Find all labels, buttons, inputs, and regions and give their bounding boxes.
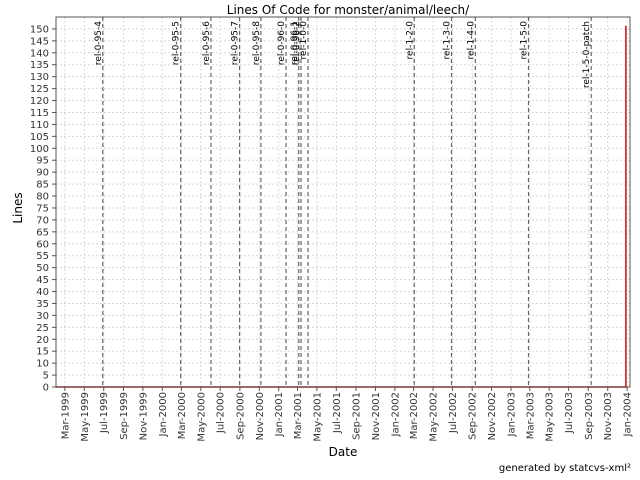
release-marker-label: rel-0-95-6 [202, 21, 212, 65]
y-axis: 0510152025303540455055606570758085909510… [30, 24, 56, 394]
y-tick-label: 30 [36, 311, 49, 322]
release-marker-label: rel-0-96-0 [277, 21, 287, 65]
release-markers: rel-0-95-4 rel-0-95-5 rel-0-95-6 rel-0-95-7… [94, 17, 592, 387]
x-tick-label: Nov-2000 [255, 392, 266, 440]
y-tick-label: 80 [36, 192, 49, 203]
y-tick-label: 25 [36, 323, 49, 334]
x-axis-label: Date [329, 445, 358, 459]
y-tick-label: 110 [30, 120, 49, 131]
x-tick-label: Nov-2001 [371, 392, 382, 440]
y-tick-label: 35 [36, 299, 49, 310]
x-tick-label: Jul-2002 [448, 392, 459, 434]
x-tick-label: Mar-2000 [177, 392, 188, 439]
y-tick-label: 60 [36, 239, 49, 250]
x-tick-label: May-2003 [545, 392, 556, 442]
x-tick-label: Nov-1999 [138, 392, 149, 440]
y-tick-label: 50 [36, 263, 49, 274]
y-tick-label: 65 [36, 227, 49, 238]
x-tick-label: Mar-2003 [525, 392, 536, 439]
y-tick-label: 85 [36, 180, 49, 191]
x-axis: Mar-1999 May-1999 Jul-1999 Sep-1999 Nov-1999… [60, 387, 634, 442]
y-tick-label: 15 [36, 347, 49, 358]
y-tick-label: 135 [30, 60, 49, 71]
x-tick-label: Nov-2003 [603, 392, 614, 440]
loc-series-line [56, 26, 627, 388]
release-marker-label: rel-0-96-1 [290, 21, 300, 65]
x-tick-label: Sep-1999 [119, 392, 130, 440]
y-tick-label: 45 [36, 275, 49, 286]
release-marker-label: rel-1-2-0 [405, 21, 415, 60]
x-tick-label: Jul-2000 [216, 392, 227, 434]
release-marker-label: rel-0-95-4 [94, 21, 104, 65]
release-marker-label: rel-0-95-5 [172, 21, 182, 65]
release-marker-label: rel-1-5-0-patch [582, 21, 592, 88]
x-tick-label: Jul-2003 [564, 392, 575, 434]
x-tick-label: May-2001 [312, 392, 323, 442]
loc-data-point [625, 25, 627, 28]
y-tick-label: 20 [36, 335, 49, 346]
x-tick-label: Mar-2002 [409, 392, 420, 439]
y-tick-label: 140 [30, 48, 49, 59]
x-tick-label: Jul-1999 [99, 392, 110, 434]
x-tick-label: Jan-2004 [623, 392, 634, 437]
x-tick-label: Sep-2000 [235, 392, 246, 440]
release-marker-label: rel-1-5-0 [520, 21, 530, 60]
x-tick-label: Jan-2002 [390, 392, 401, 437]
y-tick-label: 55 [36, 251, 49, 262]
plot-area-border [55, 16, 631, 388]
grid-lines [56, 17, 630, 387]
x-tick-label: Sep-2002 [468, 392, 479, 440]
y-tick-label: 105 [30, 132, 49, 143]
y-tick-label: 10 [36, 359, 49, 370]
y-tick-label: 100 [30, 144, 49, 155]
x-tick-label: Jul-2001 [332, 392, 343, 434]
x-tick-label: May-2002 [429, 392, 440, 442]
y-axis-label: Lines [11, 192, 25, 223]
y-tick-label: 70 [36, 215, 49, 226]
x-tick-label: May-2000 [196, 392, 207, 442]
y-tick-label: 125 [30, 84, 49, 95]
x-tick-label: Jan-2000 [158, 392, 169, 437]
x-tick-label: Mar-2001 [293, 392, 304, 439]
y-tick-label: 95 [36, 156, 49, 167]
y-tick-label: 115 [30, 108, 49, 119]
release-marker-label: rel-0-96-2 [292, 21, 302, 65]
y-tick-label: 130 [30, 72, 49, 83]
chart-title: Lines Of Code for monster/animal/leech/ [227, 3, 470, 17]
x-tick-label: Sep-2001 [352, 392, 363, 440]
release-marker-label: rel-1-3-0 [443, 21, 453, 60]
x-tick-label: Nov-2002 [487, 392, 498, 440]
y-tick-label: 90 [36, 168, 49, 179]
x-tick-label: Jan-2001 [274, 392, 285, 437]
release-marker-label: rel-0-95-8 [252, 21, 262, 65]
data-series [55, 25, 627, 388]
y-tick-label: 40 [36, 287, 49, 298]
y-tick-label: 120 [30, 96, 49, 107]
x-tick-label: Jan-2003 [507, 392, 518, 437]
x-tick-label: Sep-2003 [584, 392, 595, 440]
y-tick-label: 5 [43, 371, 49, 382]
x-tick-label: May-1999 [80, 392, 91, 442]
y-tick-label: 75 [36, 203, 49, 214]
release-marker-label: rel-0-95-7 [231, 21, 241, 65]
y-tick-label: 145 [30, 36, 49, 47]
x-tick-label: Mar-1999 [60, 392, 71, 439]
release-marker-label: rel-1-4-0 [466, 21, 476, 60]
y-tick-label: 150 [30, 24, 49, 35]
generator-credit: generated by statcvs-xml² [498, 463, 631, 474]
release-marker-label: rel-1-0-0 [299, 21, 309, 60]
y-tick-label: 0 [43, 383, 49, 394]
